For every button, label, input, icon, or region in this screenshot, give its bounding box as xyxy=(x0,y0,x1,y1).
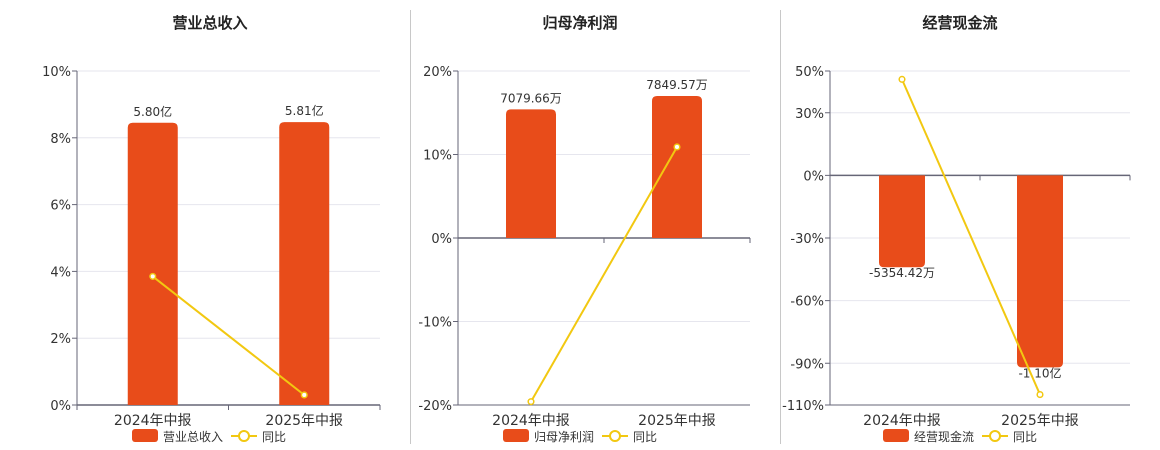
bar-data-label: -5354.42万 xyxy=(869,266,935,280)
bar xyxy=(506,109,556,238)
y-tick-label: 20% xyxy=(423,65,452,80)
legend-line-marker xyxy=(989,430,1001,442)
x-tick-label: 2024年中报 xyxy=(114,413,192,429)
y-tick-label: -30% xyxy=(790,232,824,247)
legend-line-label: 同比 xyxy=(1013,430,1037,444)
x-tick-label: 2024年中报 xyxy=(492,413,570,429)
y-tick-label: -60% xyxy=(790,295,824,310)
bar-data-label: 7849.57万 xyxy=(646,78,708,92)
y-tick-label: -90% xyxy=(790,357,824,372)
chart-title: 经营现金流 xyxy=(922,14,997,32)
chart-title: 归母净利润 xyxy=(542,14,617,32)
y-tick-label: -20% xyxy=(418,399,452,414)
y-tick-label: 2% xyxy=(50,332,71,347)
legend-line-marker xyxy=(238,430,250,442)
x-tick-label: 2025年中报 xyxy=(1001,413,1079,429)
y-tick-label: 0% xyxy=(50,399,71,414)
legend-bar-label: 营业总收入 xyxy=(163,430,223,444)
x-tick-label: 2025年中报 xyxy=(638,413,716,429)
y-tick-label: 4% xyxy=(50,265,71,280)
yoy-point xyxy=(1036,391,1044,399)
x-tick-label: 2025年中报 xyxy=(265,413,343,429)
legend-bar-swatch xyxy=(883,429,909,442)
yoy-line xyxy=(530,146,678,403)
legend-bar-swatch xyxy=(503,429,529,442)
bar-data-label: 5.80亿 xyxy=(133,104,172,119)
bar-data-label: 7079.66万 xyxy=(500,91,562,105)
legend-line-label: 同比 xyxy=(633,430,657,444)
legend-line-marker xyxy=(609,430,621,442)
yoy-point xyxy=(898,75,906,83)
yoy-point xyxy=(527,398,535,406)
panel-divider xyxy=(410,10,411,444)
bar xyxy=(279,122,330,406)
y-tick-label: 6% xyxy=(50,199,71,214)
y-tick-label: 10% xyxy=(42,65,71,80)
bar-data-label: -1.10亿 xyxy=(1018,365,1061,380)
bar xyxy=(127,122,178,406)
bar xyxy=(1017,175,1063,368)
y-tick-label: 50% xyxy=(795,65,824,80)
bar-data-label: 5.81亿 xyxy=(285,103,324,118)
legend-line-label: 同比 xyxy=(262,430,286,444)
legend-bar-label: 归母净利润 xyxy=(534,430,594,444)
y-tick-label: 0% xyxy=(803,169,824,184)
bar xyxy=(879,175,925,268)
legend-bar-label: 经营现金流 xyxy=(914,429,974,444)
y-tick-label: -110% xyxy=(782,399,824,414)
yoy-point xyxy=(300,391,308,399)
y-tick-label: 0% xyxy=(431,232,452,247)
yoy-point xyxy=(149,272,157,280)
panel-divider xyxy=(780,10,781,444)
y-tick-label: -10% xyxy=(418,316,452,331)
yoy-line xyxy=(901,78,1041,395)
y-tick-label: 10% xyxy=(423,149,452,164)
yoy-line xyxy=(152,275,305,396)
chart-title: 营业总收入 xyxy=(172,14,247,32)
y-tick-label: 8% xyxy=(50,132,71,147)
y-tick-label: 30% xyxy=(795,107,824,122)
legend-bar-swatch xyxy=(132,429,158,442)
bar xyxy=(652,96,702,238)
x-tick-label: 2024年中报 xyxy=(863,413,941,429)
yoy-point xyxy=(673,143,681,151)
